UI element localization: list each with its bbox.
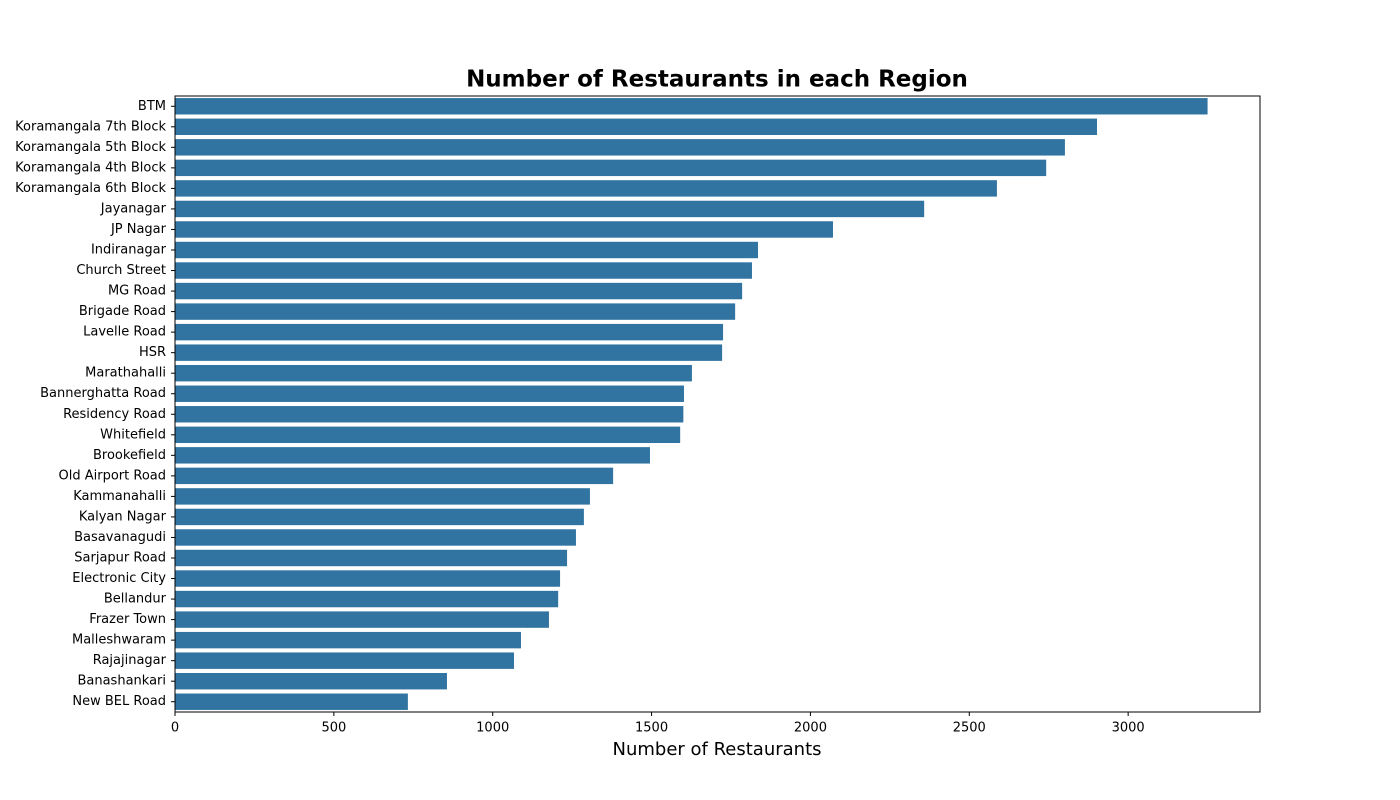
bar <box>175 200 925 218</box>
y-tick-label: Malleshwaram <box>72 633 166 648</box>
bar <box>175 344 723 361</box>
y-tick-label: Residency Road <box>63 407 166 422</box>
bar <box>175 180 997 197</box>
bar <box>175 282 743 300</box>
x-tick-label: 2000 <box>794 721 827 736</box>
x-tick-label: 500 <box>321 721 346 736</box>
bar <box>175 693 408 710</box>
y-tick-label: Church Street <box>76 263 166 278</box>
bar <box>175 570 561 587</box>
y-tick-label: Kalyan Nagar <box>79 509 167 524</box>
bar <box>175 631 521 649</box>
y-tick-label: Brigade Road <box>79 304 166 319</box>
bar <box>175 118 1098 136</box>
bar <box>175 98 1208 115</box>
y-tick-label: Bellandur <box>104 592 167 607</box>
bar <box>175 611 549 628</box>
y-tick-label: Old Airport Road <box>59 468 166 483</box>
bar <box>175 139 1065 156</box>
bar <box>175 467 614 485</box>
x-tick-label: 2500 <box>953 721 986 736</box>
y-tick-label: Indiranagar <box>91 243 167 258</box>
bar <box>175 406 684 423</box>
x-tick-label: 0 <box>171 721 179 736</box>
bar <box>175 672 447 690</box>
y-tick-label: Jayanagar <box>100 201 167 216</box>
y-tick-label: Frazer Town <box>89 612 166 627</box>
y-tick-label: Bannerghatta Road <box>40 386 166 401</box>
x-tick-label: 1000 <box>476 721 509 736</box>
y-tick-label: Sarjapur Road <box>74 551 166 566</box>
y-tick-label: Koramangala 7th Block <box>15 119 166 134</box>
y-tick-label: Electronic City <box>72 571 166 586</box>
bar <box>175 488 590 505</box>
y-tick-label: Kammanahalli <box>73 489 166 504</box>
bar <box>175 529 576 546</box>
chart-title: Number of Restaurants in each Region <box>466 67 968 93</box>
y-tick-label: HSR <box>139 345 166 360</box>
y-tick-label: Banashankari <box>77 674 166 689</box>
x-tick-label: 3000 <box>1112 721 1145 736</box>
bar <box>175 549 568 567</box>
bar <box>175 385 684 402</box>
y-tick-label: Brookefield <box>93 448 166 463</box>
y-tick-label: New BEL Road <box>72 694 166 709</box>
bar <box>175 447 650 464</box>
plot-frame <box>174 95 1261 713</box>
y-tick-label: Whitefield <box>100 427 166 442</box>
x-axis-label: Number of Restaurants <box>612 739 821 760</box>
y-tick-label: BTM <box>138 99 166 114</box>
y-tick-label: Rajajinagar <box>93 653 167 668</box>
y-tick-label: MG Road <box>108 284 166 299</box>
bar <box>175 159 1047 177</box>
bar <box>175 590 559 608</box>
y-tick-label: Lavelle Road <box>83 325 166 340</box>
bar <box>175 323 724 341</box>
bar <box>175 262 752 279</box>
y-tick-label: Koramangala 5th Block <box>15 140 166 155</box>
bar <box>175 303 736 320</box>
y-tick-label: JP Nagar <box>110 222 167 237</box>
y-tick-label: Koramangala 6th Block <box>15 181 166 196</box>
bar <box>175 508 584 526</box>
y-tick-label: Marathahalli <box>85 366 166 381</box>
y-tick-label: Koramangala 4th Block <box>15 160 166 175</box>
bar <box>175 241 759 259</box>
y-tick-label: Basavanagudi <box>74 530 166 545</box>
x-tick-label: 1500 <box>635 721 668 736</box>
bar <box>175 426 681 444</box>
bar <box>175 652 515 669</box>
bar <box>175 364 692 382</box>
bar <box>175 221 833 238</box>
